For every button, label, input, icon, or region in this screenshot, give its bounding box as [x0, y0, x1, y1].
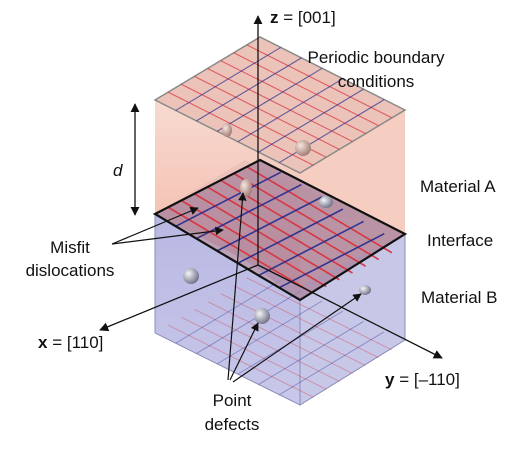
defect-pointer	[232, 293, 362, 383]
axes	[99, 15, 443, 359]
misfit-dislocation-line	[237, 208, 344, 264]
misfit-label-line1: Misfit	[50, 238, 90, 257]
periodic-grid-line	[220, 60, 366, 135]
y-axis	[257, 264, 443, 359]
material-b-grid-line	[167, 324, 314, 398]
periodic-boundary-label-line2: conditions	[338, 72, 415, 91]
defect-pointer	[227, 192, 247, 381]
defect-pointer	[229, 322, 259, 381]
periodic-grid-line	[196, 57, 302, 122]
misfit-dislocation-line	[196, 183, 302, 240]
material-b-grid-line	[194, 308, 340, 382]
y-axis-label: y = [–110]	[385, 370, 460, 389]
point-defect	[183, 268, 199, 284]
material-b-grid-line	[233, 285, 379, 359]
material-a-label: Material A	[420, 177, 496, 196]
point-defect	[222, 123, 232, 137]
material-b-grid-line	[207, 301, 353, 374]
material-b-grid-line	[216, 300, 323, 365]
misfit-pointer	[111, 226, 224, 245]
point-defect	[240, 179, 252, 197]
periodic-boundary-label-line1: Periodic boundary	[307, 48, 445, 67]
z-axis-label: z = [001]	[270, 8, 336, 27]
material-b-bottom-grid	[167, 277, 393, 398]
misfit-dislocation-line	[193, 193, 340, 281]
periodic-grid-line	[175, 46, 281, 111]
point-defect	[359, 285, 371, 295]
material-b-grid-line	[279, 331, 385, 396]
material-b-label: Material B	[421, 288, 498, 307]
x-axis	[99, 264, 259, 332]
point-defect	[254, 308, 270, 324]
misfit-dislocation-line	[207, 186, 353, 274]
material-b-grid-line	[181, 316, 327, 390]
point-defect	[295, 140, 311, 156]
periodic-grid-line	[258, 88, 364, 153]
point-defects-label-line2: defects	[205, 415, 260, 434]
annotation-pointers	[111, 192, 362, 383]
material-b-grid-line	[246, 277, 393, 351]
misfit-pointer	[111, 207, 199, 245]
material-b-grid-line	[196, 290, 302, 354]
point-defect	[319, 196, 333, 208]
material-b-grid-line	[258, 321, 364, 385]
periodic-grid-line	[194, 75, 340, 150]
point-defects	[183, 179, 371, 324]
misfit-dislocation-line	[246, 166, 393, 254]
misfit-dislocation-line	[175, 171, 282, 227]
periodic-grid-line	[246, 44, 393, 119]
misfit-dislocation-line	[258, 220, 364, 277]
periodic-top-grid	[167, 44, 393, 166]
periodic-grid-line	[167, 91, 314, 166]
misfit-dislocation-line	[180, 199, 327, 288]
thickness-d-label: d	[113, 161, 123, 180]
misfit-dislocation-line	[216, 196, 323, 252]
material-b-grid-line	[220, 293, 366, 367]
misfit-label-line2: dislocations	[26, 261, 115, 280]
periodic-grid-line	[237, 78, 344, 143]
material-b-grid-line	[175, 279, 281, 344]
x-axis-label: x = [110]	[38, 333, 103, 352]
interface-label: Interface	[427, 231, 493, 250]
periodic-grid-line	[216, 67, 323, 132]
point-defects-label-line1: Point	[213, 391, 252, 410]
misfit-dislocation-line	[167, 206, 314, 294]
periodic-grid-line	[207, 68, 353, 142]
misfit-dislocation-line	[278, 233, 385, 289]
